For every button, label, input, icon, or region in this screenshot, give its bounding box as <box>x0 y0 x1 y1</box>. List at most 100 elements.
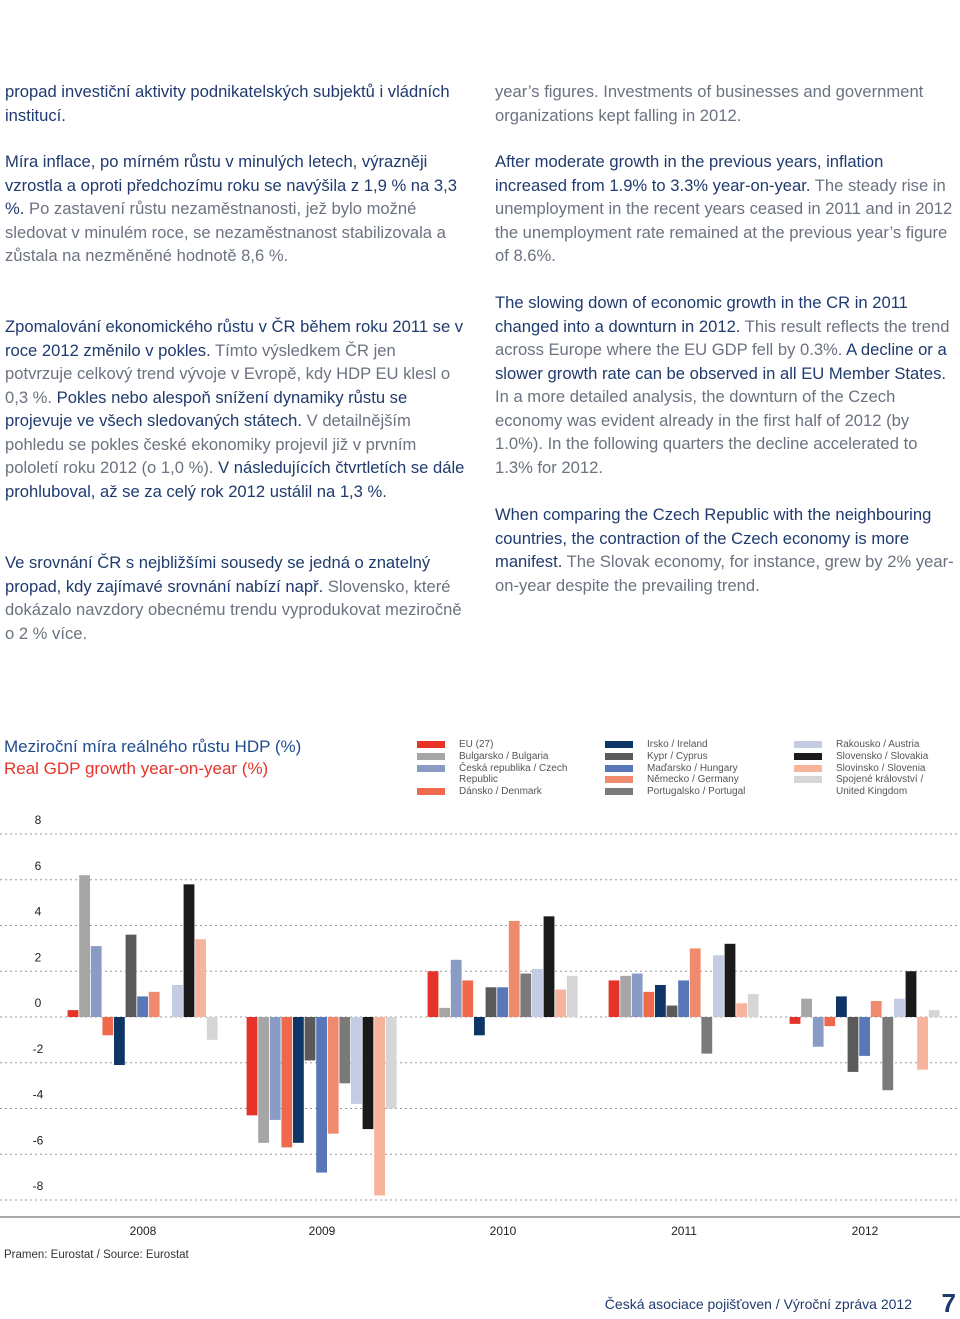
bar <box>126 935 137 1017</box>
legend-item: Německo / Germany <box>647 774 765 786</box>
legend-item: Irsko / Ireland <box>647 739 765 751</box>
paragraph: After moderate growth in the previous ye… <box>495 150 957 268</box>
bar <box>848 1017 859 1072</box>
legend-swatch <box>605 753 633 760</box>
bar <box>258 1017 269 1143</box>
legend-swatch <box>794 776 822 783</box>
bar <box>917 1017 928 1070</box>
y-tick-label: -2 <box>33 1042 44 1056</box>
legend-item: Česká republika / Czech Republic <box>459 763 577 787</box>
bar <box>790 1017 801 1024</box>
chart-title: Meziroční míra reálného růstu HDP (%) <box>4 737 301 757</box>
bar <box>859 1017 870 1056</box>
page-number: 7 <box>942 1288 956 1319</box>
bar <box>172 985 183 1017</box>
bar <box>643 992 654 1017</box>
bar <box>207 1017 218 1040</box>
footer-publication: Česká asociace pojišťoven / Výroční zprá… <box>605 1296 912 1312</box>
bar <box>655 985 666 1017</box>
legend-item: EU (27) <box>459 739 577 751</box>
bar <box>620 976 631 1017</box>
bar <box>149 992 160 1017</box>
legend-swatch <box>605 741 633 748</box>
bar <box>736 1003 747 1017</box>
x-tick-label: 2010 <box>490 1224 517 1238</box>
legend-label: Spojené království / United Kingdom <box>836 774 923 797</box>
sentence: year’s figures. Investments of businesse… <box>495 82 923 125</box>
paragraph: Míra inflace, po mírném růstu v minulých… <box>5 150 467 268</box>
bar <box>520 974 531 1017</box>
paragraph: Ve srovnání ČR s nejbližšími sousedy se … <box>5 551 467 645</box>
legend-label: EU (27) <box>459 739 493 750</box>
sentence: In a more detailed analysis, the downtur… <box>495 387 917 477</box>
bar <box>79 875 90 1017</box>
legend-label: Slovinsko / Slovenia <box>836 763 926 774</box>
sentence: The Slovak economy, for instance, grew b… <box>495 552 954 595</box>
bar <box>929 1010 940 1017</box>
x-tick-label: 2012 <box>852 1224 879 1238</box>
legend-item: Portugalsko / Portugal <box>647 786 765 798</box>
sentence: Po zastavení růstu nezaměstnanosti, jež … <box>5 199 446 265</box>
legend-label: Maďarsko / Hungary <box>647 763 738 774</box>
legend-swatch <box>605 788 633 795</box>
y-tick-label: 2 <box>35 950 42 964</box>
legend-label: Irsko / Ireland <box>647 739 708 750</box>
bar <box>339 1017 350 1083</box>
bar <box>281 1017 292 1147</box>
bar <box>824 1017 835 1026</box>
bar <box>451 960 462 1017</box>
bar <box>486 987 497 1017</box>
paragraph: When comparing the Czech Republic with t… <box>495 503 957 597</box>
legend-item: Kypr / Cyprus <box>647 751 765 763</box>
bar <box>363 1017 374 1129</box>
y-tick-label: 6 <box>35 859 42 873</box>
bar <box>544 916 555 1017</box>
sentence: propad investiční aktivity podnikatelský… <box>5 82 450 125</box>
legend-item: Spojené království / United Kingdom <box>836 774 954 798</box>
bar <box>497 987 508 1017</box>
bar <box>678 980 689 1017</box>
bar <box>882 1017 893 1090</box>
bar <box>102 1017 113 1035</box>
legend-swatch <box>417 788 445 795</box>
y-tick-label: -8 <box>33 1179 44 1193</box>
y-tick-label: -6 <box>33 1133 44 1147</box>
legend-label: Německo / Germany <box>647 774 739 785</box>
bar <box>555 990 566 1017</box>
bar <box>293 1017 304 1143</box>
bar <box>567 976 578 1017</box>
bar <box>428 971 439 1017</box>
bar <box>713 955 724 1017</box>
bar <box>114 1017 125 1065</box>
bar <box>667 1006 678 1017</box>
legend-label: Portugalsko / Portugal <box>647 786 745 797</box>
bar <box>690 948 701 1017</box>
bar <box>632 974 643 1017</box>
legend-label: Dánsko / Denmark <box>459 786 542 797</box>
bar <box>509 921 520 1017</box>
bar <box>184 884 195 1017</box>
y-tick-label: 0 <box>35 996 42 1010</box>
legend-label: Česká republika / Czech Republic <box>459 763 567 786</box>
bar <box>386 1017 397 1109</box>
legend-item: Rakousko / Austria <box>836 739 954 751</box>
bar <box>906 971 917 1017</box>
legend-label: Rakousko / Austria <box>836 739 919 750</box>
paragraph: propad investiční aktivity podnikatelský… <box>5 80 467 127</box>
legend-item: Dánsko / Denmark <box>459 786 577 798</box>
bar <box>894 999 905 1017</box>
bar <box>328 1017 339 1134</box>
x-tick-label: 2009 <box>309 1224 336 1238</box>
legend-item: Slovinsko / Slovenia <box>836 763 954 775</box>
bar <box>871 1001 882 1017</box>
bar <box>748 994 759 1017</box>
legend-item: Slovensko / Slovakia <box>836 751 954 763</box>
bar <box>532 969 543 1017</box>
bar <box>305 1017 316 1060</box>
legend-swatch <box>794 753 822 760</box>
bar <box>195 939 206 1017</box>
bar <box>68 1010 79 1017</box>
bar <box>725 944 736 1017</box>
legend-swatch <box>794 765 822 772</box>
